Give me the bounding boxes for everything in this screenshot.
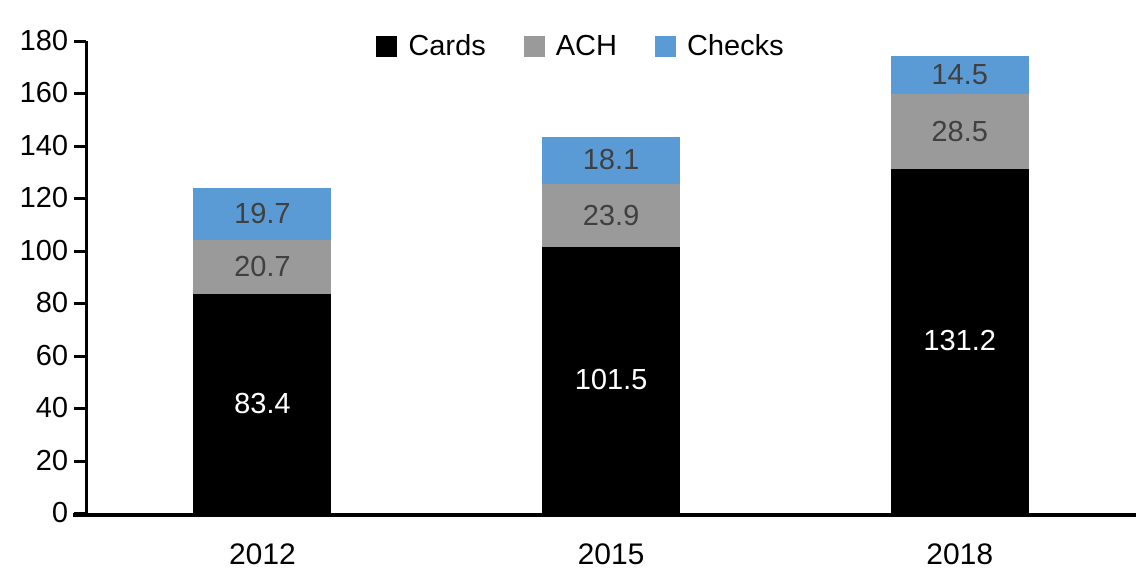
y-tick	[74, 249, 86, 253]
bar-value-label: 83.4	[234, 387, 291, 420]
y-tick-label: 140	[19, 129, 68, 162]
y-tick-label: 100	[19, 234, 68, 267]
legend-item-cards: Cards	[376, 30, 486, 62]
x-tick-label: 2012	[228, 538, 296, 571]
y-tick	[74, 302, 86, 306]
y-tick	[74, 197, 86, 201]
bar-value-label: 131.2	[923, 324, 996, 357]
y-tick	[74, 40, 86, 43]
bar-value-label: 23.9	[582, 199, 640, 232]
bar-segment-checks	[193, 188, 332, 241]
y-tick-label: 180	[19, 25, 68, 57]
bar-segment-cards	[193, 294, 332, 513]
bar-value-label: 28.5	[931, 115, 988, 148]
bar-segment-ach	[542, 184, 680, 247]
y-tick	[74, 407, 86, 411]
y-tick-label: 160	[19, 77, 68, 110]
bar-segment-cards	[542, 246, 680, 513]
legend-label-checks: Checks	[686, 30, 784, 62]
y-tick	[74, 92, 86, 96]
y-tick-label: 20	[35, 444, 68, 477]
bar-segment-ach	[890, 94, 1029, 169]
y-tick	[74, 144, 86, 148]
legend-item-checks: Checks	[654, 30, 784, 62]
legend-label-ach: ACH	[555, 30, 617, 62]
bar-value-label: 18.1	[582, 144, 640, 177]
y-tick	[74, 512, 86, 515]
x-tick-label: 2015	[577, 538, 645, 571]
legend-swatch-checks-icon	[654, 35, 676, 57]
bar-segment-ach	[193, 240, 332, 295]
y-tick-label: 0	[51, 497, 68, 529]
y-axis-line	[85, 41, 88, 517]
y-tick	[74, 354, 86, 358]
bar-value-label: 14.5	[931, 59, 988, 92]
bar-value-label: 19.7	[234, 198, 291, 231]
legend-swatch-cards-icon	[376, 35, 398, 57]
bar-segment-checks	[542, 136, 680, 185]
chart-legend: Cards ACH Checks	[24, 30, 1136, 62]
bar-segment-checks	[890, 56, 1029, 95]
legend-swatch-ach-icon	[523, 35, 545, 57]
y-tick-label: 40	[35, 392, 68, 425]
x-tick-label: 2018	[926, 538, 994, 571]
bar-value-label: 101.5	[574, 363, 648, 396]
legend-label-cards: Cards	[408, 30, 486, 62]
bar-value-label: 20.7	[234, 251, 291, 284]
y-tick-label: 80	[35, 287, 68, 320]
y-tick-label: 120	[19, 182, 68, 215]
legend-item-ach: ACH	[523, 30, 617, 62]
y-tick-label: 60	[35, 339, 68, 372]
bar-segment-cards	[890, 168, 1029, 513]
y-tick	[74, 459, 86, 463]
x-axis-line	[73, 513, 1136, 517]
